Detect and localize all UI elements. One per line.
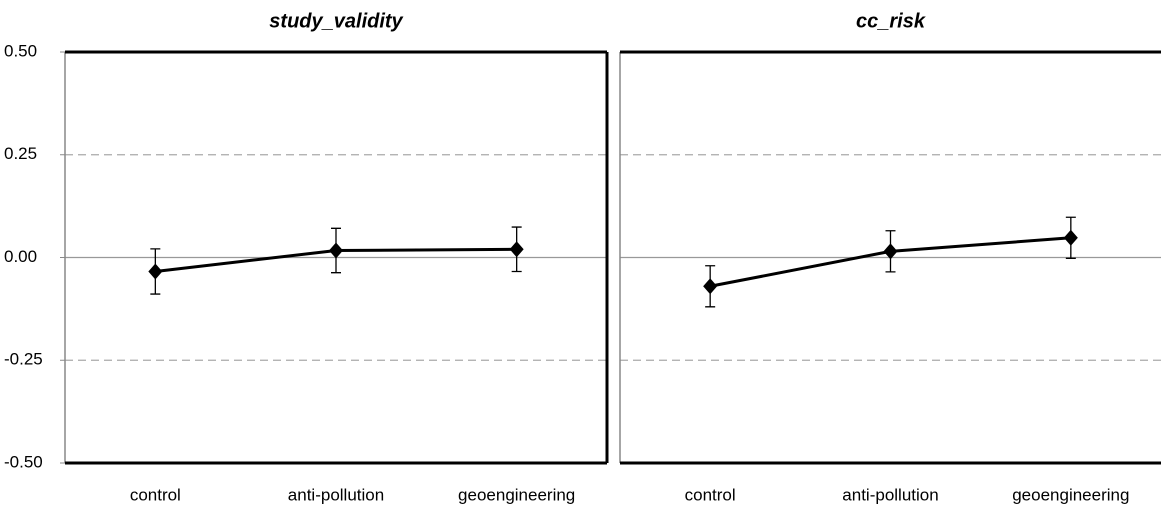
y-tick-label: 0.00 [4,247,37,266]
x-tick-label: geoengineering [1012,485,1129,504]
chart-title: cc_risk [856,10,926,32]
y-tick-label: 0.50 [4,41,37,60]
x-tick-label: anti-pollution [842,485,938,504]
x-tick-label: geoengineering [458,485,575,504]
x-tick-label: control [685,485,736,504]
marker [1063,229,1078,246]
marker [509,241,524,258]
marker [329,242,343,259]
marker [703,278,718,295]
y-tick-label: 0.25 [4,144,37,163]
x-tick-label: control [130,485,181,504]
y-tick-label: -0.50 [4,452,43,471]
y-tick-label: -0.25 [4,350,43,369]
marker [883,243,898,260]
marker [148,263,163,280]
x-tick-label: anti-pollution [288,485,384,504]
chart-title: study_validity [269,10,403,32]
